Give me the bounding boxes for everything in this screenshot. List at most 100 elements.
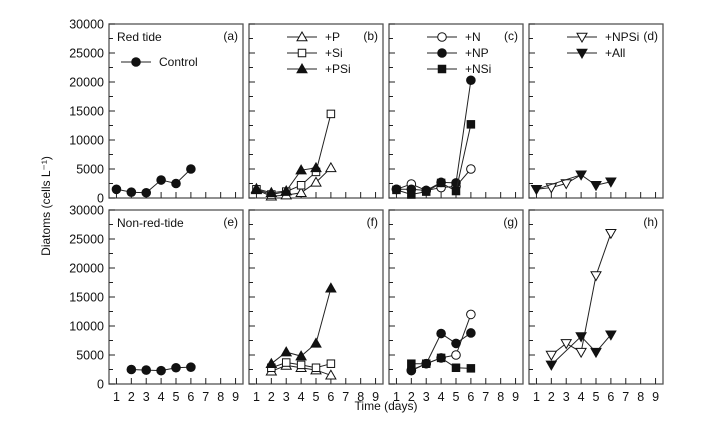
legend: +N +NP +NSi [427, 30, 491, 76]
data-point [186, 164, 196, 174]
series-line [536, 174, 582, 190]
panel-c: (c) +N +NP +NSi [388, 23, 524, 199]
x-tick-label: 2 [408, 390, 415, 404]
data-point [545, 360, 558, 371]
x-tick-label: 9 [232, 390, 239, 404]
data-point [436, 328, 446, 339]
x-tick-label: 7 [342, 390, 349, 404]
data-point [421, 187, 431, 196]
series-nsi [392, 120, 476, 199]
panel-title: Non-red-tide [117, 216, 184, 230]
y-tick-label: 20000 [69, 76, 104, 90]
legend-label: +NSi [465, 62, 491, 76]
data-point [451, 178, 461, 188]
x-tick-label: 5 [173, 390, 180, 404]
data-point [310, 176, 322, 187]
legend-label: +NPSi [605, 30, 639, 44]
data-point [590, 180, 602, 192]
data-point [171, 362, 181, 373]
x-tick-label: 1 [113, 390, 120, 404]
data-point [545, 183, 558, 194]
data-point [407, 359, 416, 368]
series-psi [250, 161, 322, 198]
data-point [530, 185, 543, 196]
legend-label: Control [159, 55, 198, 69]
x-axis-label: Time (days) [355, 399, 418, 413]
panel-f: 1 2 3 4 5 6 7 8 9 (f) [248, 209, 384, 404]
x-tick-label: 6 [187, 390, 194, 404]
y-tick-label: 15000 [69, 105, 104, 119]
data-point [310, 337, 322, 348]
data-point [141, 365, 152, 375]
data-point [280, 346, 293, 357]
legend-marker [437, 32, 447, 42]
panel-label: (a) [223, 29, 238, 43]
x-tick-label: 5 [593, 390, 600, 404]
x-tick-label: 1 [533, 390, 540, 404]
legend-marker [131, 57, 141, 67]
data-point [466, 364, 476, 373]
data-point [605, 330, 617, 341]
x-tick-label: 6 [607, 390, 614, 404]
x-tick-label: 7 [622, 390, 629, 404]
data-point [326, 359, 336, 368]
x-tick-label: 9 [512, 390, 519, 404]
panel-label: (g) [503, 215, 518, 229]
data-point [466, 328, 476, 338]
data-point [326, 109, 336, 119]
x-tick-label: 5 [453, 390, 460, 404]
series-line [536, 174, 612, 190]
x-tick-label: 3 [283, 390, 290, 404]
data-point [141, 187, 152, 198]
data-point [325, 282, 337, 293]
x-tick-label: 4 [438, 390, 445, 404]
x-tick-label: 1 [393, 390, 400, 404]
data-point [126, 187, 137, 197]
x-tick-label: 6 [467, 390, 474, 404]
data-point [295, 164, 307, 175]
data-point [451, 186, 461, 196]
y-tick-label: 15000 [69, 291, 104, 305]
data-point [111, 184, 122, 195]
data-point [575, 170, 587, 181]
data-point [280, 185, 293, 196]
x-tick-label: 8 [357, 390, 364, 404]
data-point [605, 228, 617, 240]
series-control [126, 362, 196, 376]
data-point [407, 190, 416, 199]
data-point [451, 350, 461, 360]
panel-frame [108, 209, 244, 385]
legend: Control [121, 55, 198, 69]
series-control [111, 164, 196, 198]
legend-marker [576, 32, 588, 44]
y-tick-label: 10000 [69, 134, 104, 148]
panel-g: 1 2 3 4 5 6 7 8 9 (g) [388, 209, 524, 404]
x-tick-label: 2 [268, 390, 275, 404]
x-tick-label: 7 [202, 390, 209, 404]
legend: +NPSi +All [567, 30, 639, 60]
data-point [250, 182, 263, 193]
panel-title: Red tide [117, 30, 162, 44]
legend-label: +All [605, 46, 625, 60]
x-tick-label: 2 [548, 390, 555, 404]
y-tick-label: 10000 [69, 320, 104, 334]
data-point [325, 161, 337, 173]
data-point [311, 363, 321, 373]
x-tick-label: 9 [652, 390, 659, 404]
panel-label: (b) [363, 29, 378, 43]
legend-label: +PSi [325, 62, 351, 76]
x-tick-label: 1 [253, 390, 260, 404]
data-point [545, 350, 558, 362]
x-tick-label: 2 [128, 390, 135, 404]
legend-label: +N [465, 30, 481, 44]
data-point [451, 338, 461, 349]
x-tick-label: 3 [563, 390, 570, 404]
data-point [466, 309, 476, 320]
panel-label: (e) [223, 215, 238, 229]
data-point [560, 339, 573, 350]
series-n [406, 309, 476, 375]
y-tick-label: 5000 [76, 349, 104, 363]
data-point [156, 175, 166, 185]
